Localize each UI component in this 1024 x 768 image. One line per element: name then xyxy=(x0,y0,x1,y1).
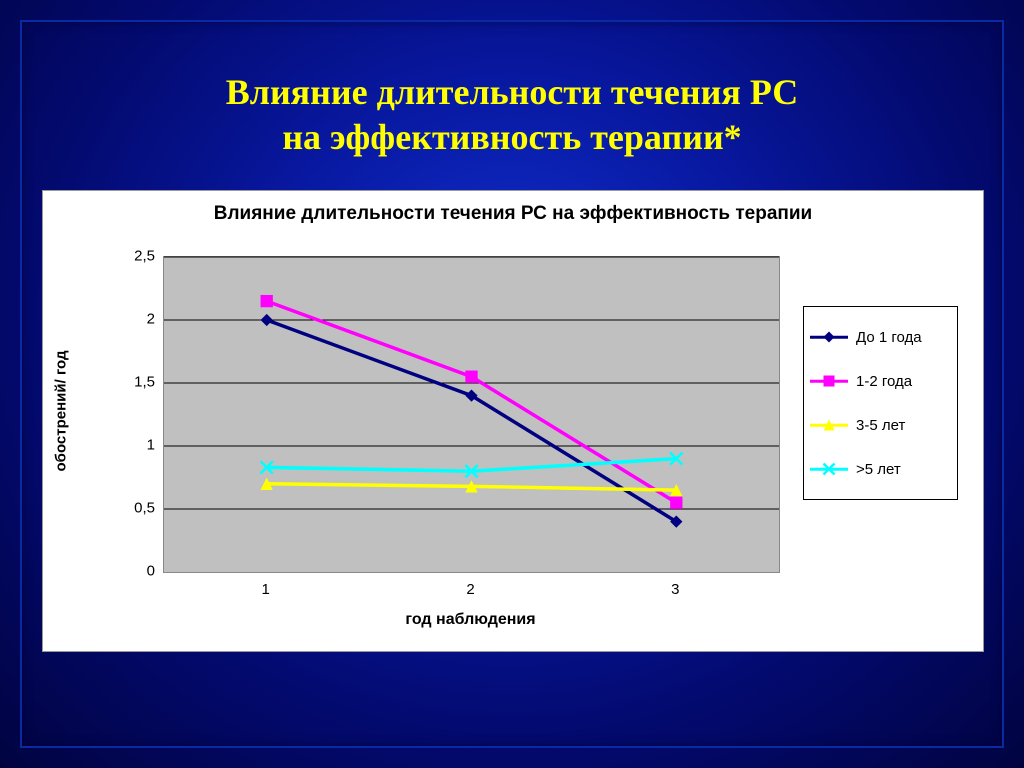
y-tick-label: 1,5 xyxy=(115,374,155,391)
legend-swatch xyxy=(810,459,848,479)
legend-label: >5 лет xyxy=(856,461,901,478)
y-tick-label: 0,5 xyxy=(115,500,155,517)
y-tick-label: 2 xyxy=(115,311,155,328)
legend-label: До 1 года xyxy=(856,329,922,346)
x-axis-label: год наблюдения xyxy=(163,611,778,629)
x-tick-label: 3 xyxy=(671,581,679,598)
y-axis-label: обострений/ год xyxy=(53,351,70,472)
y-tick-label: 1 xyxy=(115,437,155,454)
y-tick-label: 2,5 xyxy=(115,248,155,265)
x-tick-label: 2 xyxy=(466,581,474,598)
legend-item: До 1 года xyxy=(810,315,951,359)
legend-label: 1-2 года xyxy=(856,373,912,390)
y-tick-label: 0 xyxy=(115,563,155,580)
legend: До 1 года 1-2 года 3-5 лет >5 лет xyxy=(803,306,958,500)
slide-background: Влияние длительности течения РС на эффек… xyxy=(0,0,1024,768)
legend-label: 3-5 лет xyxy=(856,417,905,434)
legend-swatch xyxy=(810,371,848,391)
legend-item: 1-2 года xyxy=(810,359,951,403)
x-tick-label: 1 xyxy=(262,581,270,598)
chart-svg xyxy=(164,257,779,572)
chart-title: Влияние длительности течения РС на эффек… xyxy=(43,203,983,225)
legend-item: 3-5 лет xyxy=(810,403,951,447)
slide-title: Влияние длительности течения РС на эффек… xyxy=(0,70,1024,160)
chart-panel: Влияние длительности течения РС на эффек… xyxy=(42,190,984,652)
legend-swatch xyxy=(810,415,848,435)
legend-swatch xyxy=(810,327,848,347)
legend-item: >5 лет xyxy=(810,447,951,491)
plot-area xyxy=(163,256,780,573)
